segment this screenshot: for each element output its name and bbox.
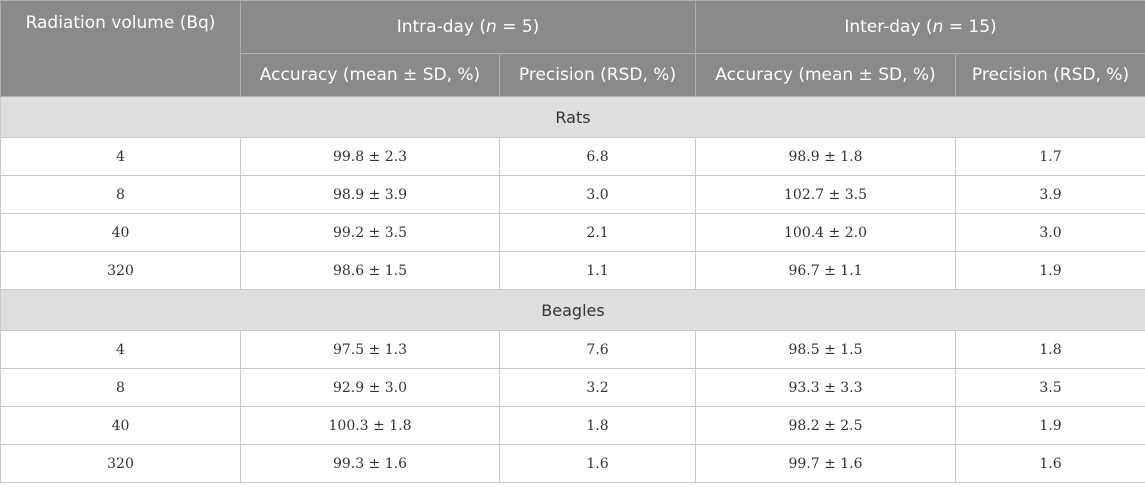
- table-row: 4 97.5 ± 1.3 7.6 98.5 ± 1.5 1.8: [0, 330, 1145, 369]
- cell-intra-precision: 7.6: [499, 330, 696, 369]
- section-title: Rats: [0, 96, 1145, 138]
- cell-inter-precision: 1.6: [955, 444, 1145, 483]
- header-radiation-volume: Radiation volume (Bq): [0, 0, 241, 97]
- cell-inter-precision: 1.9: [955, 251, 1145, 290]
- table-row: 320 99.3 ± 1.6 1.6 99.7 ± 1.6 1.6: [0, 444, 1145, 483]
- table-row: 4 99.8 ± 2.3 6.8 98.9 ± 1.8 1.7: [0, 137, 1145, 176]
- cell-inter-accuracy: 98.9 ± 1.8: [695, 137, 956, 176]
- cell-inter-precision: 3.9: [955, 175, 1145, 214]
- cell-intra-accuracy: 92.9 ± 3.0: [240, 368, 500, 407]
- table-row: 8 98.9 ± 3.9 3.0 102.7 ± 3.5 3.9: [0, 175, 1145, 214]
- cell-intra-precision: 1.8: [499, 406, 696, 445]
- cell-radiation-volume: 4: [0, 330, 241, 369]
- cell-radiation-volume: 8: [0, 175, 241, 214]
- table-row: 320 98.6 ± 1.5 1.1 96.7 ± 1.1 1.9: [0, 251, 1145, 290]
- cell-intra-accuracy: 100.3 ± 1.8: [240, 406, 500, 445]
- header-inter-precision: Precision (RSD, %): [955, 53, 1145, 97]
- cell-radiation-volume: 40: [0, 406, 241, 445]
- section-row-beagles: Beagles: [0, 289, 1145, 331]
- table-body: Rats 4 99.8 ± 2.3 6.8 98.9 ± 1.8 1.7 8 9…: [0, 96, 1145, 483]
- cell-inter-precision: 1.8: [955, 330, 1145, 369]
- header-intra-day: Intra-day (n = 5): [240, 0, 696, 54]
- cell-radiation-volume: 320: [0, 444, 241, 483]
- cell-radiation-volume: 320: [0, 251, 241, 290]
- cell-inter-accuracy: 98.5 ± 1.5: [695, 330, 956, 369]
- table-row: 40 100.3 ± 1.8 1.8 98.2 ± 2.5 1.9: [0, 406, 1145, 445]
- cell-intra-accuracy: 97.5 ± 1.3: [240, 330, 500, 369]
- cell-radiation-volume: 8: [0, 368, 241, 407]
- cell-intra-precision: 3.0: [499, 175, 696, 214]
- table-header: Radiation volume (Bq) Intra-day (n = 5) …: [0, 0, 1145, 97]
- cell-intra-accuracy: 98.6 ± 1.5: [240, 251, 500, 290]
- header-inter-accuracy: Accuracy (mean ± SD, %): [695, 53, 956, 97]
- section-row-rats: Rats: [0, 96, 1145, 138]
- cell-inter-accuracy: 98.2 ± 2.5: [695, 406, 956, 445]
- cell-inter-accuracy: 93.3 ± 3.3: [695, 368, 956, 407]
- cell-intra-precision: 3.2: [499, 368, 696, 407]
- cell-intra-accuracy: 99.3 ± 1.6: [240, 444, 500, 483]
- cell-inter-accuracy: 96.7 ± 1.1: [695, 251, 956, 290]
- cell-inter-precision: 3.5: [955, 368, 1145, 407]
- cell-inter-precision: 3.0: [955, 213, 1145, 252]
- header-inter-day: Inter-day (n = 15): [695, 0, 1145, 54]
- cell-intra-precision: 6.8: [499, 137, 696, 176]
- cell-inter-accuracy: 102.7 ± 3.5: [695, 175, 956, 214]
- table-row: 40 99.2 ± 3.5 2.1 100.4 ± 2.0 3.0: [0, 213, 1145, 252]
- cell-intra-precision: 1.6: [499, 444, 696, 483]
- cell-intra-precision: 1.1: [499, 251, 696, 290]
- cell-intra-accuracy: 98.9 ± 3.9: [240, 175, 500, 214]
- section-title: Beagles: [0, 289, 1145, 331]
- header-intra-precision: Precision (RSD, %): [499, 53, 696, 97]
- cell-inter-accuracy: 99.7 ± 1.6: [695, 444, 956, 483]
- header-row-top: Radiation volume (Bq) Intra-day (n = 5) …: [0, 0, 1145, 97]
- cell-radiation-volume: 40: [0, 213, 241, 252]
- cell-intra-accuracy: 99.8 ± 2.3: [240, 137, 500, 176]
- cell-inter-precision: 1.9: [955, 406, 1145, 445]
- header-row-sub: Accuracy (mean ± SD, %) Precision (RSD, …: [1, 53, 1145, 97]
- cell-inter-accuracy: 100.4 ± 2.0: [695, 213, 956, 252]
- cell-intra-precision: 2.1: [499, 213, 696, 252]
- cell-inter-precision: 1.7: [955, 137, 1145, 176]
- cell-radiation-volume: 4: [0, 137, 241, 176]
- header-intra-accuracy: Accuracy (mean ± SD, %): [240, 53, 500, 97]
- cell-intra-accuracy: 99.2 ± 3.5: [240, 213, 500, 252]
- table-row: 8 92.9 ± 3.0 3.2 93.3 ± 3.3 3.5: [0, 368, 1145, 407]
